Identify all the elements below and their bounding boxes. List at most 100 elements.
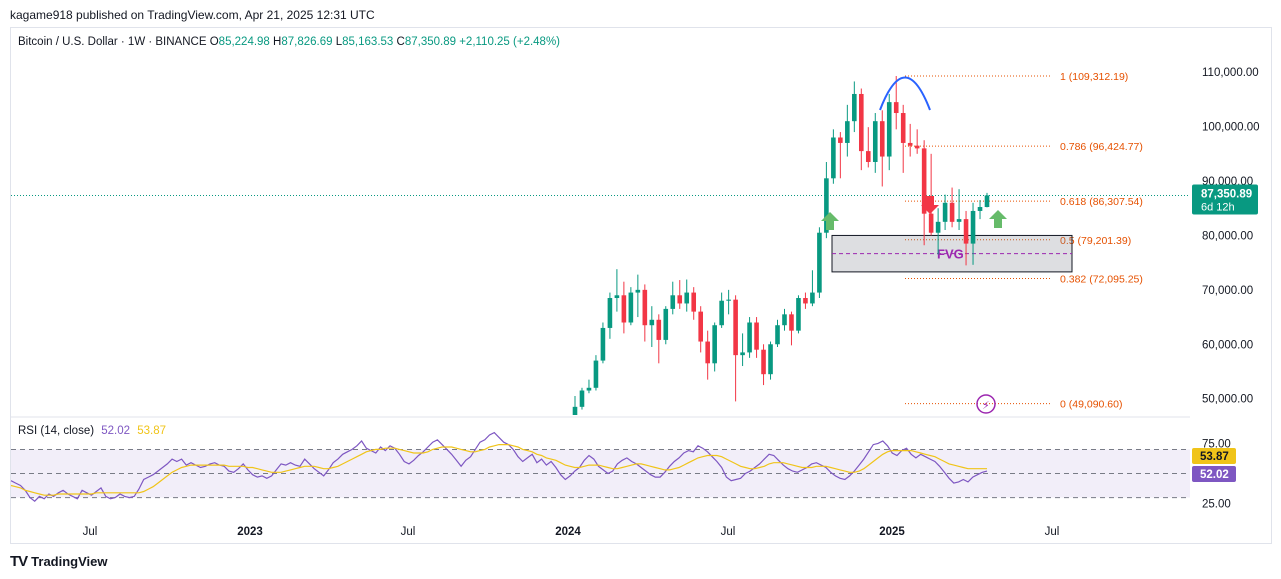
candle-body bbox=[893, 102, 899, 114]
fib-level-label: 0.786 (96,424.77) bbox=[1060, 141, 1143, 153]
open-value: 85,224.98 bbox=[218, 36, 270, 48]
time-axis-tick: 2024 bbox=[555, 526, 581, 538]
close-value: 87,350.89 bbox=[404, 36, 456, 48]
candle-body bbox=[789, 314, 794, 331]
symbol-legend: Bitcoin / U.S. Dollar · 1W · BINANCE O85… bbox=[18, 36, 560, 48]
price-axis-tick: 60,000.00 bbox=[1202, 339, 1253, 351]
candle-body bbox=[600, 327, 606, 361]
candle-body bbox=[684, 292, 690, 304]
candle-body bbox=[886, 102, 892, 157]
change-value: +2,110.25 (+2.48%) bbox=[459, 36, 561, 48]
candle-body bbox=[698, 311, 703, 342]
high-label: H bbox=[273, 36, 282, 48]
candle-body bbox=[914, 145, 920, 149]
candle-body bbox=[740, 352, 745, 356]
chart-frame bbox=[10, 27, 1272, 544]
candle-body bbox=[747, 322, 752, 353]
candle-body bbox=[656, 319, 662, 340]
candle-body bbox=[928, 213, 934, 233]
candle-body bbox=[796, 298, 801, 331]
candle-body bbox=[782, 314, 787, 326]
down-arrow-icon bbox=[921, 196, 939, 214]
last-price-badge bbox=[1192, 184, 1258, 215]
rsi-title[interactable]: RSI (14, close) bbox=[18, 425, 95, 437]
last-price-label: 87,350.89 bbox=[1201, 188, 1252, 200]
publisher-line: kagame918 published on TradingView.com, … bbox=[10, 8, 375, 22]
countdown-label: 6d 12h bbox=[1201, 201, 1235, 213]
candle-body bbox=[865, 151, 871, 162]
candle-body bbox=[977, 207, 983, 211]
rsi-legend: RSI (14, close) 52.02 53.87 bbox=[18, 425, 166, 437]
price-axis-tick: 110,000.00 bbox=[1202, 67, 1259, 79]
candle-body bbox=[921, 148, 927, 214]
fib-level-label: 1 (109,312.19) bbox=[1060, 71, 1128, 83]
candle-body bbox=[768, 344, 773, 375]
rsi-ma-line bbox=[10, 444, 987, 496]
rsi-value: 52.02 bbox=[101, 425, 131, 437]
time-axis-tick: Jul bbox=[401, 526, 416, 538]
rsi-ma-badge bbox=[1192, 448, 1236, 464]
candle-body bbox=[670, 295, 676, 309]
footer-brand[interactable]: TV TradingView bbox=[10, 553, 108, 570]
candle-body bbox=[614, 295, 620, 299]
candle-body bbox=[984, 195, 990, 208]
candle-body bbox=[838, 137, 843, 143]
candle-body bbox=[845, 121, 850, 143]
up-arrow-icon bbox=[821, 212, 839, 230]
fib-level-label: 0.618 (86,307.54) bbox=[1060, 196, 1143, 208]
time-axis-tick: 2023 bbox=[237, 526, 263, 538]
candle-body bbox=[642, 289, 648, 326]
close-label: C bbox=[396, 36, 405, 48]
candle-body bbox=[621, 295, 627, 323]
candle-body bbox=[949, 202, 955, 222]
rsi-ma-badge-label: 53.87 bbox=[1200, 451, 1229, 463]
candle-body bbox=[852, 93, 857, 122]
rsi-badge-label: 52.02 bbox=[1200, 469, 1229, 481]
lightning-glyph: ⚡ bbox=[982, 399, 990, 412]
price-axis-tick: 80,000.00 bbox=[1202, 230, 1253, 242]
candle-body bbox=[649, 319, 655, 326]
price-axis-tick: 70,000.00 bbox=[1202, 285, 1253, 297]
brand-name: TradingView bbox=[31, 554, 108, 569]
candle-body bbox=[810, 292, 815, 304]
candle-body bbox=[872, 121, 878, 162]
candle-body bbox=[677, 295, 683, 304]
candle-body bbox=[907, 142, 913, 146]
candle-body bbox=[900, 113, 906, 143]
candle-body bbox=[803, 298, 808, 304]
candle-body bbox=[579, 390, 585, 407]
candle-body bbox=[775, 325, 780, 345]
candle-body bbox=[963, 219, 969, 244]
candle-body bbox=[635, 289, 641, 293]
rsi-axis-tick: 25.00 bbox=[1202, 499, 1231, 511]
open-label: O bbox=[209, 36, 219, 48]
candle-body bbox=[607, 298, 613, 328]
time-axis-tick: Jul bbox=[83, 526, 98, 538]
fib-level-label: 0.382 (72,095.25) bbox=[1060, 273, 1143, 285]
candle-body bbox=[817, 232, 822, 293]
rsi-ma-value: 53.87 bbox=[137, 425, 167, 437]
candle-body bbox=[593, 360, 599, 388]
candle-body bbox=[572, 406, 578, 415]
tradingview-logo-icon: TV bbox=[10, 553, 28, 570]
candle-body bbox=[705, 341, 710, 364]
candle-body bbox=[824, 178, 829, 233]
fib-level-label: 0 (49,090.60) bbox=[1060, 399, 1122, 411]
candle-body bbox=[859, 93, 864, 152]
candle-body bbox=[712, 325, 717, 364]
high-value: 87,826.69 bbox=[281, 36, 333, 48]
candle-body bbox=[956, 219, 962, 222]
candle-body bbox=[831, 137, 836, 179]
candle-body bbox=[879, 121, 885, 157]
price-axis-tick: 50,000.00 bbox=[1202, 394, 1253, 406]
candle-body bbox=[719, 300, 724, 326]
low-label: L bbox=[335, 36, 343, 48]
event-lightning-icon bbox=[976, 394, 996, 414]
symbol-title[interactable]: Bitcoin / U.S. Dollar · 1W · BINANCE bbox=[18, 36, 207, 48]
candle-body bbox=[942, 202, 948, 222]
fvg-label: FVG bbox=[937, 247, 964, 262]
candle-body bbox=[754, 322, 759, 350]
fib-level-label: 0.5 (79,201.39) bbox=[1060, 235, 1131, 247]
time-axis-tick: Jul bbox=[1045, 526, 1060, 538]
